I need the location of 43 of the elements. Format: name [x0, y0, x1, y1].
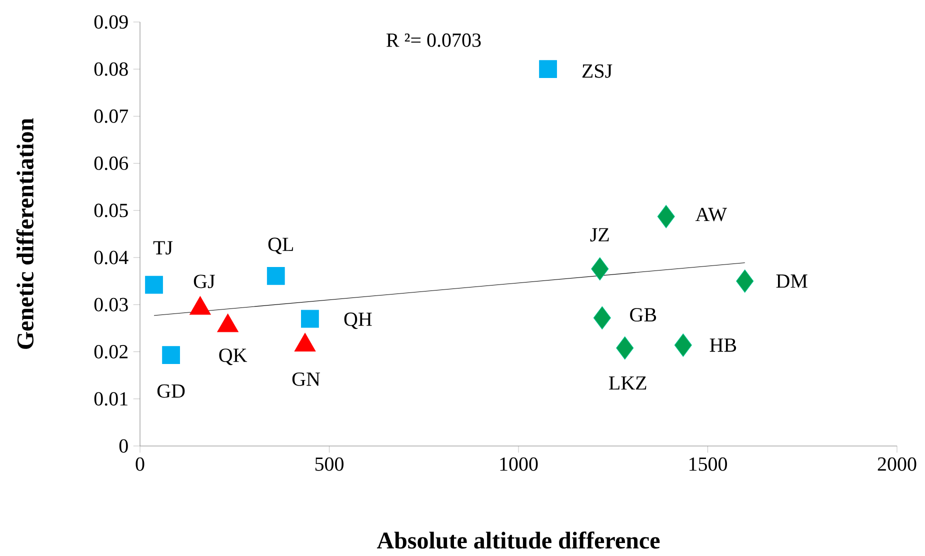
y-tick-label: 0.04 — [94, 250, 128, 264]
annotation: LKZ — [609, 376, 646, 390]
annotation: QL — [268, 238, 294, 254]
annotation: QK — [219, 348, 248, 366]
annotation: DM — [776, 274, 808, 288]
annotation: GN — [292, 372, 320, 386]
annotation: ZSJ — [582, 64, 612, 78]
annotation: AW — [695, 208, 727, 222]
annotation: HB — [710, 338, 736, 352]
point — [736, 269, 754, 293]
point — [266, 266, 285, 285]
annotation: GD — [157, 384, 185, 398]
annotation: JZ — [590, 228, 609, 242]
y-tick-label: 0.07 — [94, 109, 128, 124]
point — [616, 336, 634, 360]
y-tick-label: 0.08 — [94, 62, 128, 76]
y-tick-label: 0.09 — [94, 15, 128, 29]
annotation: GJ — [194, 274, 215, 288]
y-tick-label: 0.03 — [94, 298, 128, 312]
x-axis-title: Absolute altitude difference — [376, 532, 660, 549]
annotation: QH — [344, 312, 372, 330]
point — [593, 306, 611, 330]
y-tick-label: 0.06 — [94, 156, 128, 170]
x-tick-label: 1000 — [500, 457, 538, 471]
y-tick-label: 0.02 — [94, 344, 128, 359]
x-tick-label: 0 — [136, 457, 144, 471]
point — [145, 276, 163, 294]
point — [591, 257, 609, 280]
y-tick-label: 0.01 — [94, 392, 128, 406]
point — [162, 346, 180, 364]
annotation: GB — [630, 308, 656, 322]
point — [301, 310, 319, 328]
annotation: R ²= 0.0703 — [386, 33, 481, 48]
x-tick-label: 1500 — [690, 457, 727, 471]
y-axis-title: Genetic differentiation — [16, 118, 34, 349]
annotation: TJ — [153, 241, 173, 255]
point — [657, 204, 675, 228]
x-tick-label: 500 — [315, 457, 344, 471]
y-tick-label: 0.05 — [94, 204, 128, 218]
x-tick-label: 2000 — [878, 457, 916, 471]
point — [539, 60, 557, 78]
point — [674, 334, 692, 357]
y-tick-label: 0 — [119, 439, 128, 453]
